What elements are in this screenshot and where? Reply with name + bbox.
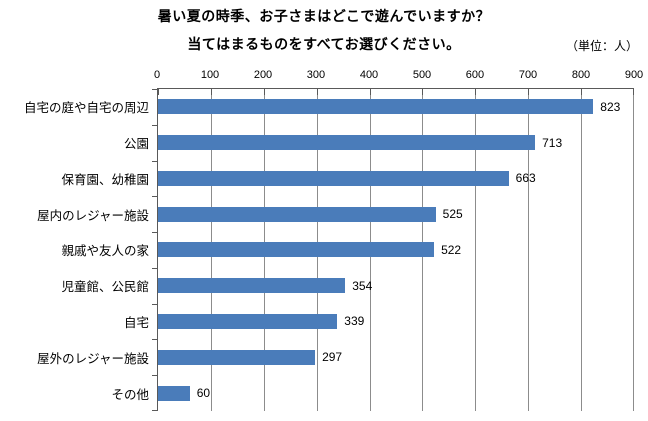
gridline (581, 89, 583, 411)
plot-area: 823 713 663 525 522 354 339 297 60 (152, 89, 634, 411)
x-axis-tick-label: 300 (306, 69, 326, 81)
bar (158, 99, 594, 115)
chart-body: 自宅の庭や自宅の周辺公園保育園、幼稚園屋内のレジャー施設親戚や友人の家 児童館、公… (0, 89, 648, 411)
bar (158, 313, 338, 329)
category-label: 児童館、公民館 (61, 280, 149, 295)
value-label: 823 (600, 99, 621, 114)
x-axis-tick-mark (316, 89, 318, 95)
x-axis-tick-mark (263, 89, 265, 95)
category-axis-tick-mark (152, 375, 158, 377)
category-axis-tick-mark (152, 232, 158, 234)
bar (158, 135, 536, 151)
category-axis-tick-mark (152, 339, 158, 341)
category-axis-tick-mark (152, 196, 158, 198)
x-axis-row: 0 100 200 300 400 500 600 700 800 900 (0, 63, 648, 89)
value-label: 522 (441, 242, 462, 257)
category-axis-tick-mark (152, 160, 158, 162)
x-axis-tick-label: 800 (571, 69, 591, 81)
x-axis-tick-label: 900 (624, 69, 644, 81)
bar (158, 206, 436, 222)
category-label: 屋内のレジャー施設 (37, 208, 149, 223)
x-axis-tick-mark (581, 89, 583, 95)
value-label: 60 (196, 386, 211, 400)
value-label: 297 (322, 350, 343, 365)
x-axis-tick-mark (158, 89, 159, 95)
bar (158, 349, 316, 365)
category-axis-tick-mark (152, 410, 158, 411)
category-labels-column: 自宅の庭や自宅の周辺公園保育園、幼稚園屋内のレジャー施設親戚や友人の家 児童館、公… (0, 89, 157, 411)
x-axis-tick-mark (475, 89, 477, 95)
bar (158, 385, 190, 401)
chart-row: 60 (158, 375, 634, 411)
bar (158, 170, 509, 186)
gridline (528, 89, 530, 411)
category-label: 保育園、幼稚園 (61, 172, 149, 187)
chart-row: 522 (158, 232, 634, 268)
x-axis-tick-mark (210, 89, 212, 95)
x-axis-tick-mark (369, 89, 371, 95)
bar (158, 278, 346, 294)
x-axis: 0 100 200 300 400 500 600 700 800 900 (153, 63, 643, 89)
category-axis-tick-mark (152, 267, 158, 269)
x-axis-tick-label: 500 (412, 69, 432, 81)
x-axis-tick-label: 700 (518, 69, 538, 81)
value-label: 354 (352, 278, 373, 293)
chart-row: 354 (158, 268, 634, 304)
category-axis-tick-mark (152, 124, 158, 126)
chart-row: 525 (158, 196, 634, 232)
category-label: 自宅 (123, 315, 149, 330)
axis-spacer (0, 63, 157, 89)
chart-title-line-1: 暑い夏の時季、お子さまはどこで遊んでいますか？ (157, 8, 491, 24)
x-axis-tick-label: 100 (200, 69, 220, 81)
value-label: 713 (542, 135, 563, 150)
chart-row: 297 (158, 339, 634, 375)
unit-label: （単位：人） (565, 39, 638, 53)
chart-area: 0 100 200 300 400 500 600 700 800 900 自宅の庭や自宅の周辺公… (0, 63, 648, 411)
value-label: 339 (344, 314, 365, 329)
chart-title-block: 暑い夏の時季、お子さまはどこで遊んでいますか？ 当てはまるものをすべてお選びくだ… (0, 0, 648, 54)
category-label: 自宅の庭や自宅の周辺 (23, 101, 149, 116)
x-axis-tick-mark (633, 89, 634, 95)
x-axis-tick-mark (528, 89, 530, 95)
gridline (475, 89, 477, 411)
bar (158, 242, 435, 258)
x-axis-tick-label: 200 (253, 69, 273, 81)
chart-row: 823 (158, 89, 634, 125)
x-axis-tick-label: 400 (359, 69, 379, 81)
value-label: 663 (515, 171, 536, 186)
category-label: その他 (111, 387, 149, 402)
gridline (633, 89, 634, 411)
category-label: 親戚や友人の家 (61, 244, 149, 259)
category-axis-tick-mark (152, 89, 158, 90)
chart-row: 339 (158, 304, 634, 340)
x-axis-tick-label: 600 (465, 69, 485, 81)
x-axis-tick-label: 0 (153, 69, 161, 81)
category-label: 公園 (123, 137, 149, 152)
category-label: 屋外のレジャー施設 (37, 351, 149, 366)
x-axis-tick-mark (422, 89, 424, 95)
chart-row: 663 (158, 161, 634, 197)
value-label: 525 (442, 207, 463, 222)
chart-row: 713 (158, 125, 634, 161)
category-axis-tick-mark (152, 303, 158, 305)
chart-title-line-2: 当てはまるものをすべてお選びください。 (187, 36, 461, 52)
